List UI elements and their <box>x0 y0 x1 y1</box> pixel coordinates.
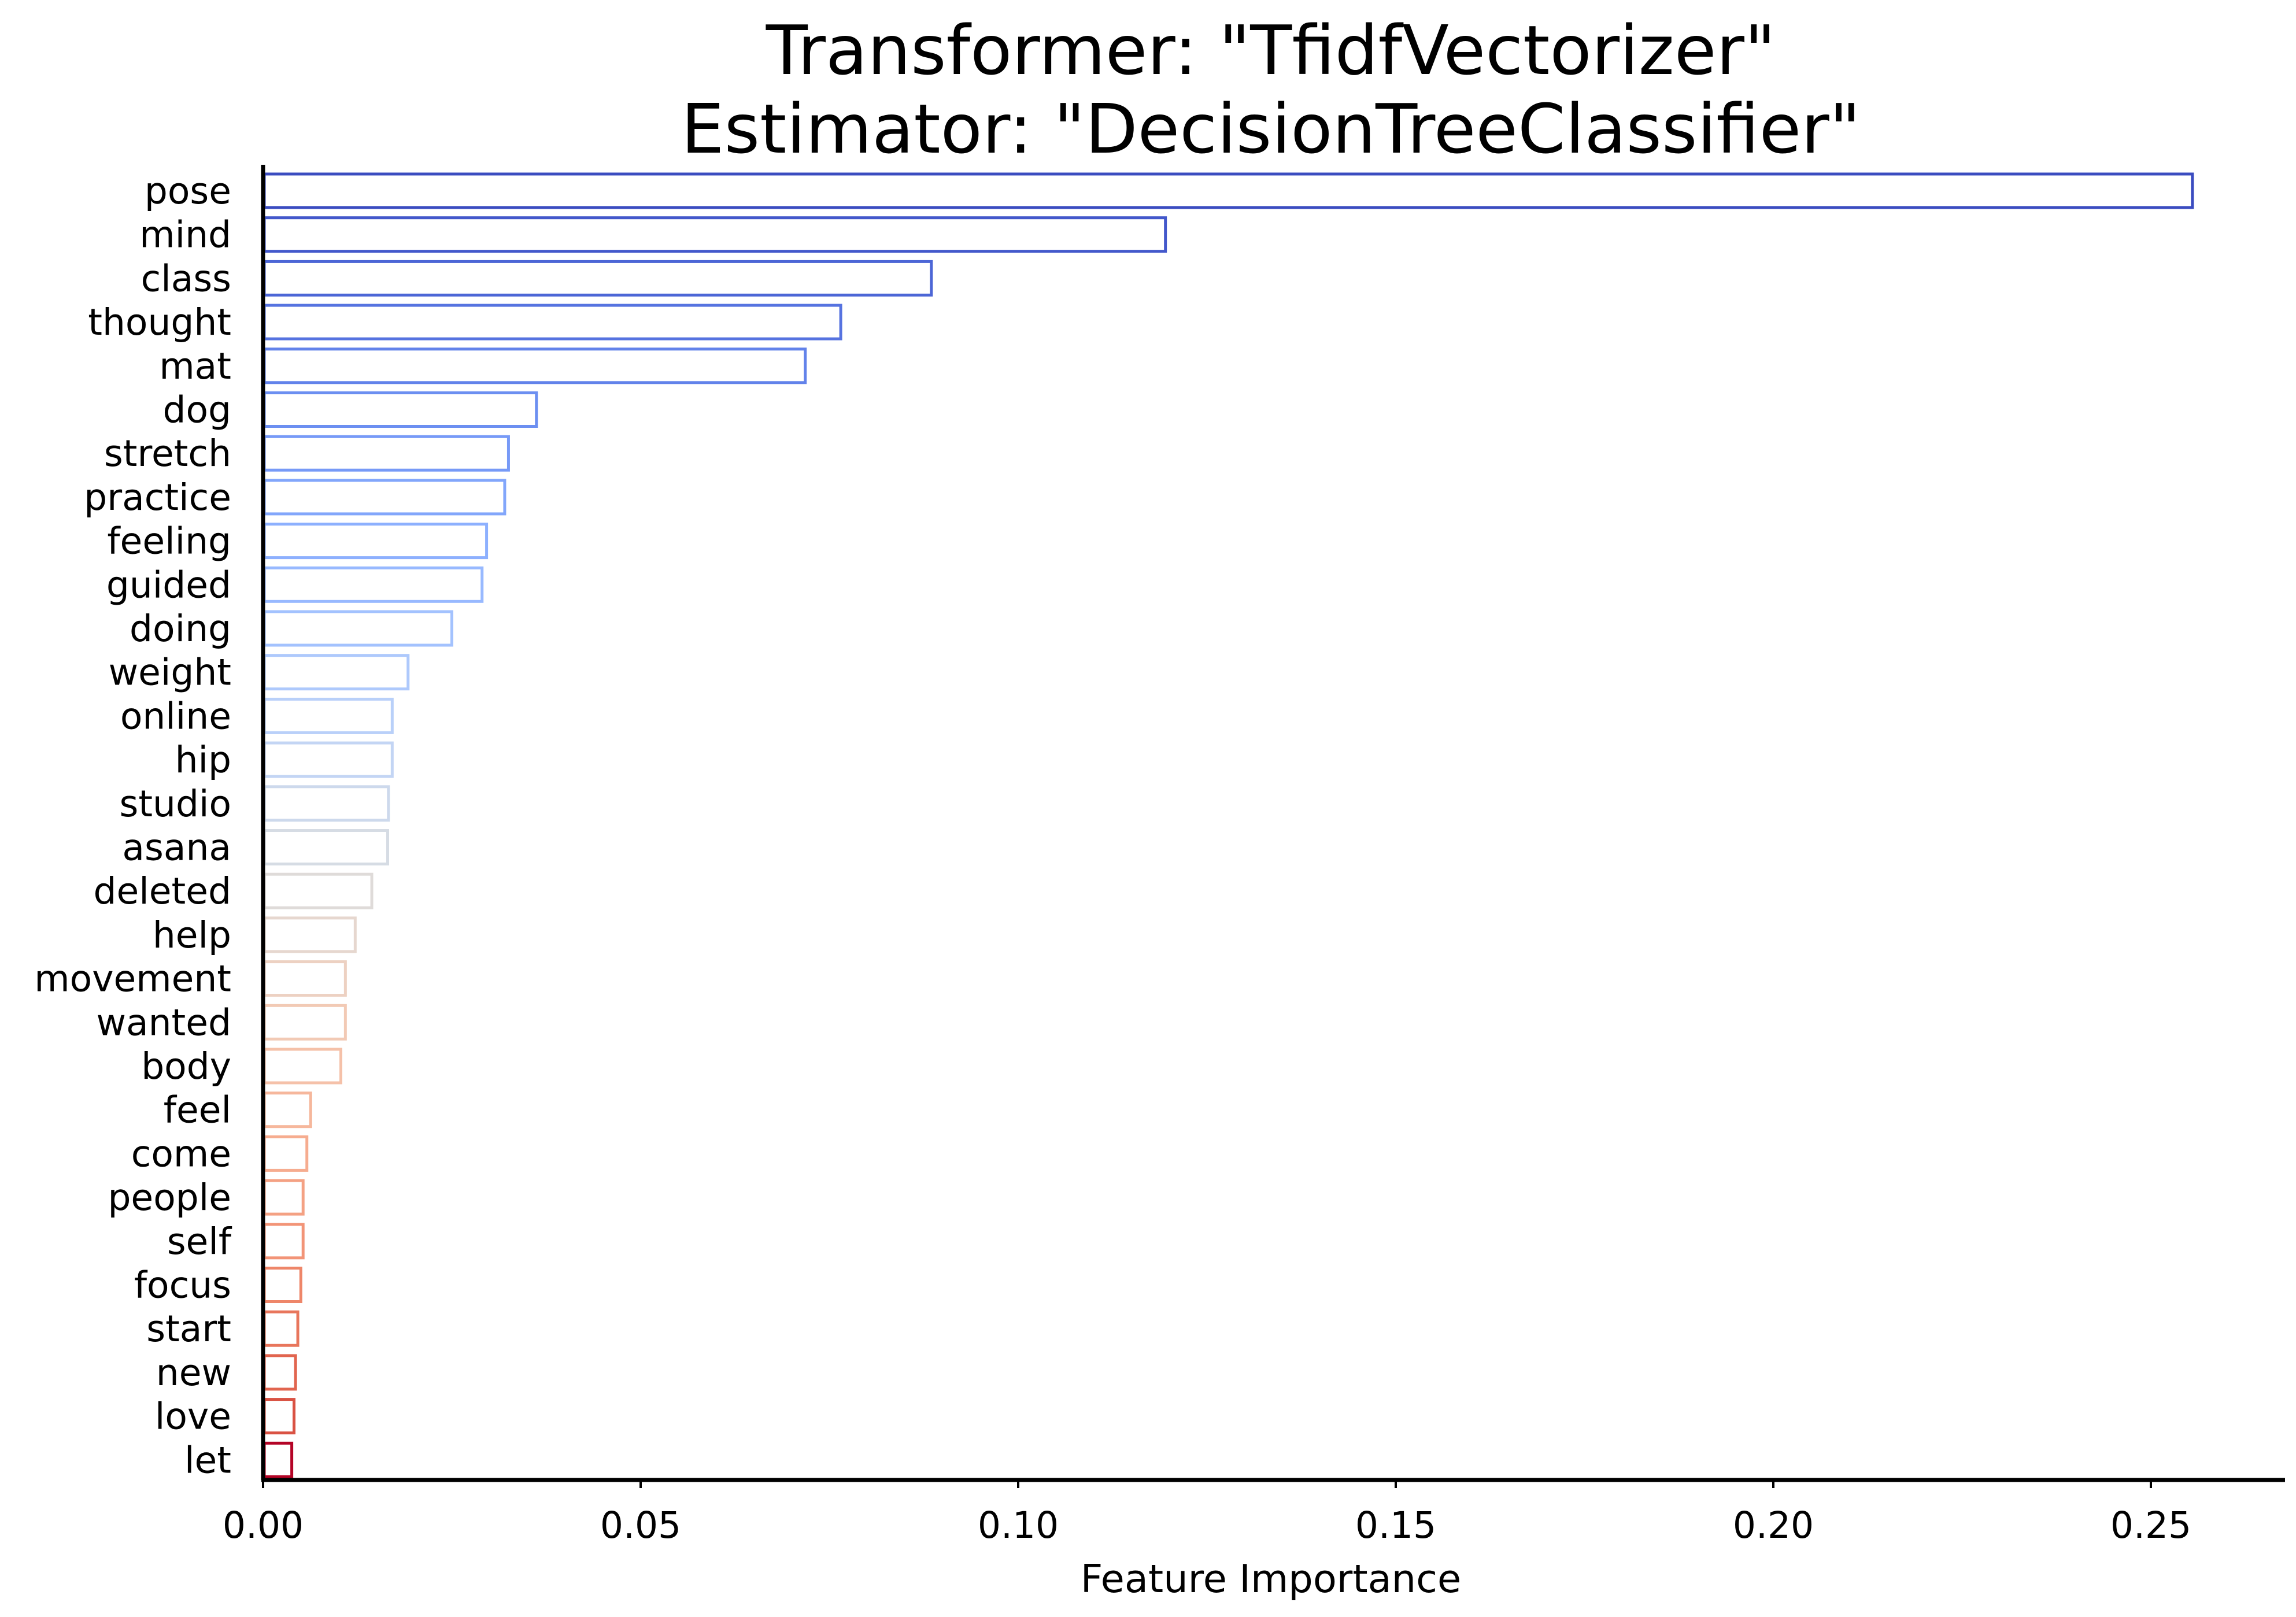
x-tick-label: 0.25 <box>2110 1504 2191 1546</box>
y-tick-label: mind <box>139 214 231 256</box>
bar-mat <box>262 347 807 384</box>
bar-movement <box>262 960 347 997</box>
y-tick-label: let <box>184 1439 231 1481</box>
x-tick-label: 0.05 <box>600 1504 681 1546</box>
bar-wanted <box>262 1004 347 1041</box>
y-tick-label: thought <box>88 301 231 343</box>
bar-weight <box>262 654 410 691</box>
bars-group <box>262 172 2194 1478</box>
y-tick-label: movement <box>34 958 231 1000</box>
chart-title-group: Transformer: "TfidfVectorizer" Estimator… <box>681 10 1861 169</box>
bar-studio <box>262 785 390 822</box>
y-tick-label: practice <box>84 476 231 519</box>
bar-asana <box>262 829 389 865</box>
y-tick-label: body <box>141 1045 231 1087</box>
bar-mind <box>262 216 1167 253</box>
bar-feeling <box>262 523 489 560</box>
bar-class <box>262 260 933 297</box>
y-tick-label: hip <box>175 739 231 781</box>
bar-stretch <box>262 435 510 472</box>
bar-start <box>262 1310 300 1347</box>
bar-practice <box>262 479 506 516</box>
bar-new <box>262 1354 297 1391</box>
y-tick-label: feeling <box>107 520 231 563</box>
x-ticks: 0.00 0.05 0.10 0.15 0.20 0.25 <box>223 1480 2191 1546</box>
bar-dog <box>262 391 538 428</box>
bar-feel <box>262 1091 312 1128</box>
y-tick-label: wanted <box>96 1001 231 1044</box>
bar-body <box>262 1048 343 1085</box>
y-tick-label: feel <box>164 1089 231 1131</box>
bar-pose <box>262 172 2194 209</box>
y-tick-label: guided <box>106 564 231 606</box>
y-tick-label: asana <box>122 827 231 869</box>
chart-subtitle: Estimator: "DecisionTreeClassifier" <box>681 89 1861 169</box>
bar-thought <box>262 304 842 341</box>
y-tick-label: mat <box>159 345 231 387</box>
x-tick-label: 0.20 <box>1733 1504 1814 1546</box>
bar-online <box>262 697 394 734</box>
y-tick-label: come <box>131 1133 231 1175</box>
y-tick-label: start <box>146 1308 231 1350</box>
y-tick-label: pose <box>145 170 231 212</box>
bar-love <box>262 1398 296 1435</box>
y-tick-label: dog <box>162 389 231 431</box>
y-tick-label: help <box>153 914 231 956</box>
y-tick-label: studio <box>120 783 232 825</box>
chart-title: Transformer: "TfidfVectorizer" <box>766 10 1776 90</box>
y-tick-labels: posemindclassthoughtmatdogstretchpractic… <box>34 170 232 1481</box>
y-tick-label: online <box>120 695 231 737</box>
bar-doing <box>262 610 453 647</box>
y-tick-label: stretch <box>104 432 231 475</box>
y-tick-label: doing <box>130 608 231 650</box>
x-axis-label: Feature Importance <box>1081 1556 1461 1601</box>
y-tick-label: people <box>108 1176 231 1219</box>
y-tick-label: love <box>155 1396 231 1438</box>
y-tick-label: new <box>156 1352 231 1394</box>
bar-deleted <box>262 872 374 909</box>
bar-hip <box>262 741 394 778</box>
y-tick-label: deleted <box>94 870 231 912</box>
bar-people <box>262 1179 305 1216</box>
bar-help <box>262 916 357 953</box>
y-tick-label: class <box>141 257 231 299</box>
bar-focus <box>262 1267 302 1303</box>
x-tick-label: 0.15 <box>1355 1504 1436 1546</box>
x-tick-label: 0.00 <box>223 1504 304 1546</box>
bar-guided <box>262 566 484 603</box>
y-tick-label: weight <box>109 652 231 694</box>
bar-self <box>262 1223 305 1260</box>
bar-come <box>262 1135 309 1172</box>
bar-let <box>262 1441 294 1478</box>
y-tick-label: self <box>167 1220 232 1263</box>
x-tick-label: 0.10 <box>978 1504 1059 1546</box>
y-tick-label: focus <box>134 1264 231 1307</box>
